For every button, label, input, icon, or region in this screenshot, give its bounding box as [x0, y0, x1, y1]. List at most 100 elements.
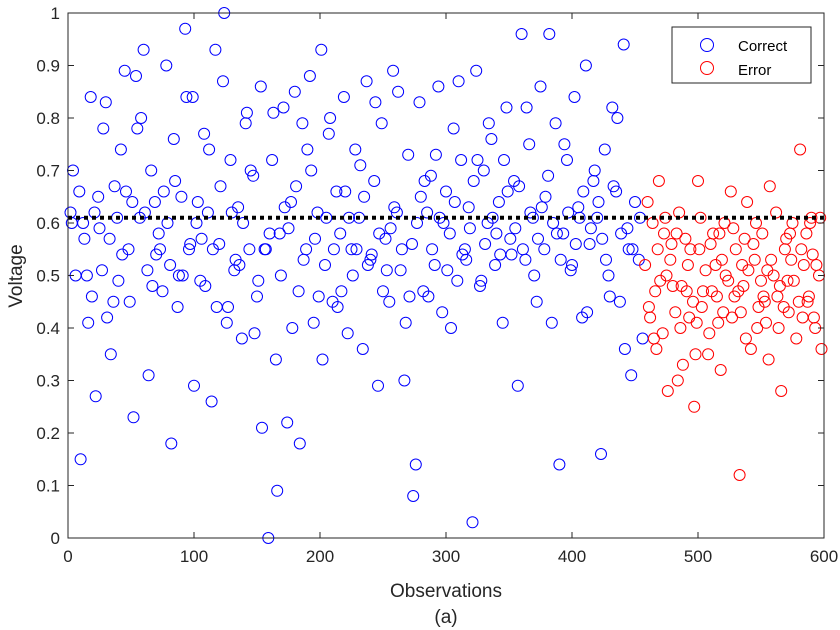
- point-error-28: [744, 343, 757, 355]
- point-correct-183: [301, 143, 314, 156]
- point-correct-196: [399, 316, 412, 329]
- point-correct-292: [554, 253, 567, 266]
- point-error-82: [727, 222, 740, 235]
- y-tick-label-8: 0.8: [36, 109, 60, 128]
- point-correct-223: [603, 290, 616, 303]
- point-correct-123: [530, 295, 543, 308]
- point-correct-113: [492, 196, 505, 208]
- point-correct-85: [387, 64, 400, 77]
- point-correct-131: [561, 154, 573, 166]
- point-error-114: [736, 259, 749, 271]
- point-correct-5: [84, 91, 97, 103]
- point-correct-100: [443, 227, 456, 240]
- point-correct-291: [547, 217, 560, 229]
- point-correct-258: [297, 253, 310, 266]
- x-tick-label-1: 100: [180, 547, 208, 566]
- point-correct-209: [498, 154, 510, 166]
- point-error-57: [717, 306, 730, 319]
- point-correct-282: [479, 238, 492, 250]
- point-correct-130: [557, 227, 570, 240]
- point-correct-108: [474, 280, 486, 292]
- point-error-40: [790, 332, 803, 345]
- point-correct-191: [361, 259, 374, 271]
- point-correct-169: [195, 232, 208, 245]
- point-correct-149: [629, 196, 641, 208]
- point-error-68: [800, 227, 813, 240]
- y-axis-label: Voltage: [6, 244, 27, 307]
- point-error-93: [810, 259, 823, 271]
- ticks-layer: 0 100 200 300 400 500 600 0 0.1 0.2 0.3 0.4 0.5 0.6 0.…: [36, 4, 838, 566]
- point-correct-297: [592, 196, 605, 208]
- point-error-62: [755, 274, 767, 287]
- point-error-60: [739, 332, 752, 345]
- point-error-61: [747, 238, 760, 250]
- y-tick-label-10: 1: [51, 4, 60, 23]
- point-correct-57: [281, 416, 294, 429]
- point-error-64: [770, 206, 783, 219]
- point-correct-216: [550, 227, 563, 240]
- point-error-31: [756, 227, 769, 240]
- point-error-41: [794, 143, 807, 156]
- point-correct-162: [142, 369, 155, 382]
- markers-layer: [64, 7, 828, 544]
- point-error-67: [792, 295, 805, 308]
- point-correct-244: [191, 196, 204, 208]
- y-tick-label-9: 0.9: [36, 57, 60, 76]
- point-correct-8: [96, 264, 108, 277]
- point-correct-49: [251, 290, 263, 303]
- point-correct-195: [392, 85, 405, 98]
- point-correct-19: [137, 43, 150, 56]
- point-error-112: [690, 316, 703, 329]
- point-correct-260: [312, 290, 325, 303]
- point-correct-67: [319, 259, 331, 271]
- point-correct-129: [553, 458, 566, 471]
- point-error-24: [729, 243, 742, 256]
- point-correct-21: [145, 164, 158, 177]
- point-correct-175: [240, 106, 253, 119]
- point-error-76: [681, 259, 694, 271]
- point-correct-153: [74, 453, 87, 466]
- point-error-74: [666, 280, 679, 292]
- point-correct-202: [445, 322, 457, 334]
- point-error-14: [692, 175, 704, 187]
- point-error-98: [693, 243, 706, 256]
- point-correct-170: [203, 143, 216, 156]
- point-correct-128: [549, 117, 562, 130]
- point-correct-91: [409, 458, 422, 471]
- point-correct-45: [235, 332, 248, 345]
- x-tick-label-2: 200: [306, 547, 334, 566]
- point-correct-300: [615, 227, 628, 240]
- chart-caption: (a): [434, 607, 457, 628]
- point-correct-225: [618, 343, 631, 355]
- point-error-110: [652, 175, 665, 187]
- point-correct-10: [103, 232, 116, 245]
- point-correct-298: [600, 253, 612, 266]
- point-error-27: [741, 196, 754, 208]
- point-correct-179: [271, 484, 284, 497]
- point-error-102: [738, 232, 751, 245]
- point-error-83: [734, 306, 747, 319]
- point-error-43: [801, 295, 814, 308]
- y-tick-label-5: 0.5: [36, 267, 60, 286]
- point-correct-266: [358, 190, 371, 203]
- point-correct-145: [613, 295, 626, 308]
- point-correct-38: [209, 43, 222, 56]
- point-error-86: [757, 290, 770, 303]
- point-correct-9: [99, 96, 112, 109]
- point-correct-70: [330, 185, 343, 198]
- point-correct-197: [407, 490, 420, 502]
- point-correct-229: [78, 232, 91, 245]
- point-correct-16: [126, 196, 139, 208]
- point-error-12: [684, 243, 697, 256]
- point-correct-87: [394, 264, 407, 277]
- point-correct-17: [130, 70, 142, 82]
- point-correct-142: [602, 269, 615, 282]
- point-correct-40: [217, 75, 229, 88]
- point-correct-194: [384, 222, 397, 235]
- point-correct-165: [165, 437, 178, 450]
- point-correct-154: [82, 316, 95, 329]
- legend-label-error: Error: [738, 62, 771, 79]
- point-correct-25: [160, 59, 173, 72]
- point-correct-146: [617, 38, 630, 51]
- point-correct-218: [566, 259, 578, 271]
